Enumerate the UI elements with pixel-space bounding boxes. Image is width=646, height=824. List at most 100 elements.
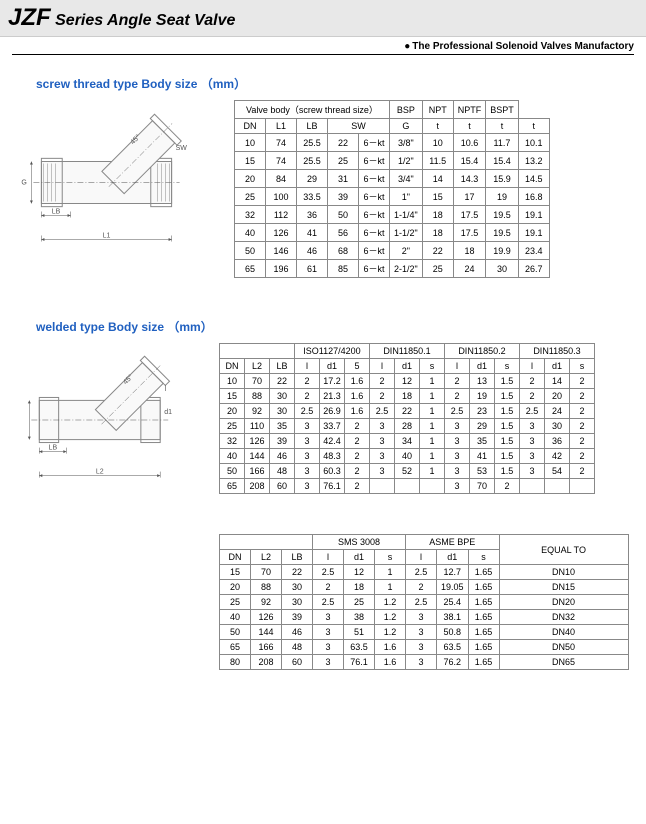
- brand-text: JZF: [8, 4, 51, 31]
- table-cell: 50: [220, 625, 251, 640]
- table-cell: [370, 479, 395, 494]
- table-cell: DN20: [499, 595, 628, 610]
- table-row: 5014646686－kt2"221819.923.4: [235, 242, 550, 260]
- table-cell: 6－kt: [359, 242, 390, 260]
- col-header: Valve body（screw thread size）: [235, 101, 390, 119]
- col-header: DN: [220, 550, 251, 565]
- table-cell: 15.4: [486, 152, 519, 170]
- table-cell: 1/2": [390, 152, 423, 170]
- table-cell: 6－kt: [359, 134, 390, 152]
- section2-title: welded type Body size （mm）: [36, 318, 634, 335]
- table-cell: 25.4: [437, 595, 469, 610]
- table-cell: 38: [344, 610, 375, 625]
- table-row: 40126393381.2338.11.65DN32: [220, 610, 629, 625]
- table-cell: 2-1/2": [390, 260, 423, 278]
- table-cell: 63.5: [437, 640, 469, 655]
- table-cell: 88: [251, 580, 282, 595]
- table-cell: 18: [422, 206, 453, 224]
- table-cell: 24: [545, 404, 570, 419]
- table-cell: 112: [266, 206, 297, 224]
- valve-diagram-2: 45°LBL2ld1: [12, 343, 207, 483]
- col-header: s: [570, 359, 595, 374]
- table-cell: 21.3: [320, 389, 345, 404]
- col-header: SW: [328, 119, 390, 134]
- table-cell: 56: [328, 224, 359, 242]
- table-cell: 18: [422, 224, 453, 242]
- col-header: DIN11850.3: [520, 344, 595, 359]
- table-row: 4014446348.3234013411.53422: [220, 449, 595, 464]
- table-cell: 14: [422, 170, 453, 188]
- table-cell: 19.05: [437, 580, 469, 595]
- table-cell: 6－kt: [359, 224, 390, 242]
- table-cell: 144: [245, 449, 270, 464]
- table-cell: 3: [445, 419, 470, 434]
- table-cell: 2: [370, 389, 395, 404]
- table-cell: 25: [220, 595, 251, 610]
- table-cell: 2.5: [295, 404, 320, 419]
- col-header: LB: [282, 550, 313, 565]
- table-cell: 42: [545, 449, 570, 464]
- table-cell: 32: [235, 206, 266, 224]
- screw-thread-table: Valve body（screw thread size）BSPNPTNPTFB…: [234, 100, 550, 278]
- table-cell: 30: [282, 595, 313, 610]
- table-cell: 70: [245, 374, 270, 389]
- col-header: [220, 344, 295, 359]
- table-cell: 50: [235, 242, 266, 260]
- table-row: 158830221.31.621812191.52202: [220, 389, 595, 404]
- col-header: EQUAL TO: [499, 535, 628, 565]
- table-row: 2592302.5251.22.525.41.65DN20: [220, 595, 629, 610]
- table-cell: 6－kt: [359, 188, 390, 206]
- table-cell: 2: [370, 374, 395, 389]
- table-cell: 1: [420, 419, 445, 434]
- svg-text:L1: L1: [103, 233, 111, 240]
- table-cell: 6－kt: [359, 260, 390, 278]
- table-cell: 3: [313, 640, 344, 655]
- table-cell: 3: [370, 419, 395, 434]
- table-cell: 146: [266, 242, 297, 260]
- col-header: s: [375, 550, 406, 565]
- table-cell: 50: [220, 464, 245, 479]
- table-cell: 2: [570, 464, 595, 479]
- table-cell: 84: [266, 170, 297, 188]
- col-header: d1: [470, 359, 495, 374]
- table-cell: 63.5: [344, 640, 375, 655]
- table-cell: 31: [328, 170, 359, 188]
- table-cell: [420, 479, 445, 494]
- table-cell: 2": [390, 242, 423, 260]
- col-header: s: [495, 359, 520, 374]
- table-cell: 11.7: [486, 134, 519, 152]
- table-cell: 2: [570, 374, 595, 389]
- table-cell: 46: [297, 242, 328, 260]
- table-cell: 1.2: [375, 625, 406, 640]
- table-cell: 18: [453, 242, 486, 260]
- col-header: NPT: [422, 101, 453, 119]
- table-cell: 3: [520, 419, 545, 434]
- table-cell: 1.5: [495, 419, 520, 434]
- series-text: Series Angle Seat Valve: [55, 12, 235, 29]
- table-cell: 52: [395, 464, 420, 479]
- col-header: NPTF: [453, 101, 486, 119]
- table-cell: 39: [270, 434, 295, 449]
- table-cell: 53: [470, 464, 495, 479]
- table-cell: 1: [420, 434, 445, 449]
- col-header: l: [295, 359, 320, 374]
- table-row: 2092302.526.91.62.52212.5231.52.5242: [220, 404, 595, 419]
- col-header: d1: [395, 359, 420, 374]
- page-header: JZF Series Angle Seat Valve: [0, 0, 646, 37]
- table-cell: 70: [470, 479, 495, 494]
- col-header: d1: [320, 359, 345, 374]
- table-cell: 2: [570, 434, 595, 449]
- table-cell: 46: [282, 625, 313, 640]
- table-cell: 60: [270, 479, 295, 494]
- table-cell: 25.5: [297, 134, 328, 152]
- table-cell: 1.5: [495, 464, 520, 479]
- table-cell: 12.7: [437, 565, 469, 580]
- table-row: 1570222.51212.512.71.65DN10: [220, 565, 629, 580]
- table-cell: 15: [220, 389, 245, 404]
- table-cell: DN10: [499, 565, 628, 580]
- table-cell: 1: [420, 449, 445, 464]
- table-cell: 35: [470, 434, 495, 449]
- col-header: DIN11850.1: [370, 344, 445, 359]
- table-cell: 3/4": [390, 170, 423, 188]
- table-cell: 35: [270, 419, 295, 434]
